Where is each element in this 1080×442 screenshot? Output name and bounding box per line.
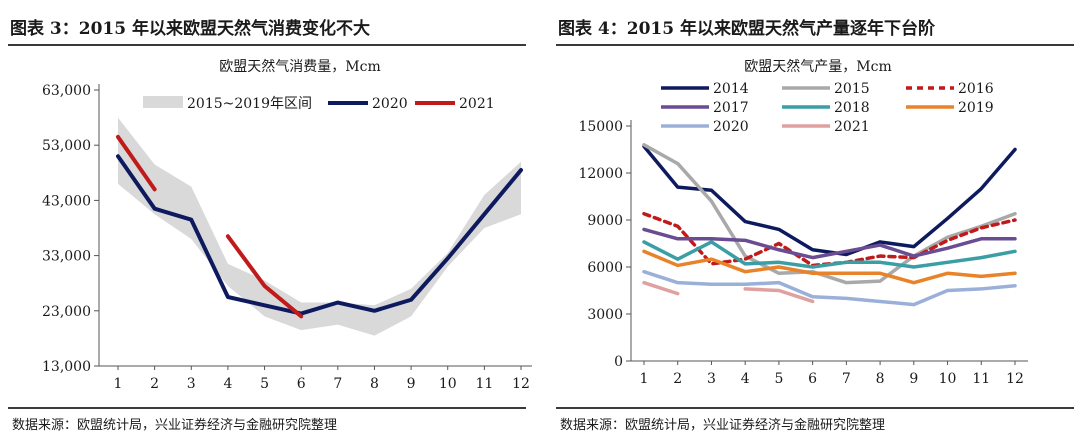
- x-tick-label: 9: [909, 371, 918, 387]
- legend-label-2020: 2020: [372, 96, 408, 112]
- series-line-2019: [642, 249, 1017, 285]
- series-line-2021: [225, 234, 304, 319]
- figure-3-top-rule: [8, 44, 526, 46]
- legend-swatch-band: [143, 96, 183, 108]
- legend-label-2018: 2018: [834, 100, 870, 116]
- y-tick-label: 53,000: [42, 138, 91, 154]
- x-tick-label: 5: [774, 371, 783, 387]
- legend-label-2017: 2017: [713, 100, 749, 116]
- x-tick-label: 11: [475, 376, 493, 392]
- x-tick-label: 4: [223, 376, 232, 392]
- legend-label-2020: 2020: [713, 119, 749, 135]
- series-line-2021: [743, 287, 815, 304]
- x-tick-label: 8: [876, 371, 885, 387]
- series-line-2021: [642, 280, 680, 296]
- series-line-2017: [642, 227, 1017, 260]
- figure-4-source: 数据来源：欧盟统计局，兴业证券经济与金融研究院整理: [560, 418, 886, 433]
- figure-4-panel: 图表 4：2015 年以来欧盟天然气产量逐年下台阶 欧盟天然气产量，Mcm 0 30…: [548, 0, 1080, 442]
- y-tick-label: 6000: [587, 260, 623, 276]
- chart-title: 欧盟天然气消费量，Mcm: [219, 58, 380, 75]
- legend-label-2015~2019年区间: 2015~2019年区间: [187, 96, 312, 112]
- y-tick-label: 33,000: [42, 249, 91, 265]
- series-line-2020: [116, 154, 523, 316]
- y-tick-label: 63,000: [42, 83, 91, 99]
- y-tick-label: 12000: [578, 166, 623, 182]
- legend-label-2021: 2021: [459, 96, 495, 112]
- x-tick-label: 7: [333, 376, 342, 392]
- figure-4-bottom-rule: [556, 407, 1074, 409]
- legend-label-2021: 2021: [834, 119, 870, 135]
- band-area-2015~2019年区间: [118, 117, 521, 336]
- legend-label-2015: 2015: [834, 81, 870, 97]
- legend-label-2014: 2014: [713, 81, 749, 97]
- series-line-2014: [642, 144, 1017, 257]
- series-line-2018: [642, 240, 1017, 269]
- series-line-2020: [642, 269, 1017, 307]
- figure-4-title: 图表 4：2015 年以来欧盟天然气产量逐年下台阶: [558, 19, 935, 39]
- consumption-chart: 欧盟天然气消费量，Mcm 13,000 23,000 33,000 43,000 53,0…: [42, 58, 532, 392]
- x-tick-label: 10: [439, 376, 457, 392]
- y-tick-label: 0: [614, 354, 623, 370]
- y-tick-label: 9000: [587, 213, 623, 229]
- x-tick-label: 3: [707, 371, 716, 387]
- x-tick-label: 9: [407, 376, 416, 392]
- figure-3-title: 图表 3：2015 年以来欧盟天然气消费变化不大: [10, 19, 370, 39]
- legend-label-2016: 2016: [958, 81, 994, 97]
- y-tick-label: 43,000: [42, 193, 91, 209]
- x-tick-label: 8: [370, 376, 379, 392]
- x-tick-label: 2: [150, 376, 159, 392]
- y-tick-label: 23,000: [42, 304, 91, 320]
- series-line-2021: [116, 134, 157, 192]
- legend-label-2019: 2019: [958, 100, 994, 116]
- x-tick-label: 6: [808, 371, 817, 387]
- x-tick-label: 1: [640, 371, 649, 387]
- x-tick-label: 3: [187, 376, 196, 392]
- x-tick-label: 10: [939, 371, 957, 387]
- x-tick-label: 5: [260, 376, 269, 392]
- x-tick-label: 12: [1006, 371, 1024, 387]
- figure-3-panel: 图表 3：2015 年以来欧盟天然气消费变化不大 欧盟天然气消费量，Mcm 13,…: [0, 0, 532, 442]
- y-tick-label: 15000: [578, 119, 623, 135]
- x-tick-label: 2: [673, 371, 682, 387]
- figure-3-source: 数据来源：欧盟统计局，兴业证券经济与金融研究院整理: [12, 418, 338, 433]
- y-tick-label: 13,000: [42, 359, 91, 375]
- x-tick-label: 7: [842, 371, 851, 387]
- series-line-2015: [642, 143, 1017, 285]
- x-tick-label: 1: [114, 376, 123, 392]
- chart-title: 欧盟天然气产量，Mcm: [744, 58, 891, 75]
- x-tick-label: 11: [972, 371, 990, 387]
- x-tick-label: 4: [741, 371, 750, 387]
- x-tick-label: 6: [297, 376, 306, 392]
- x-tick-label: 12: [512, 376, 530, 392]
- y-tick-label: 3000: [587, 307, 623, 323]
- figure-4-top-rule: [556, 44, 1074, 46]
- figure-3-bottom-rule: [8, 407, 526, 409]
